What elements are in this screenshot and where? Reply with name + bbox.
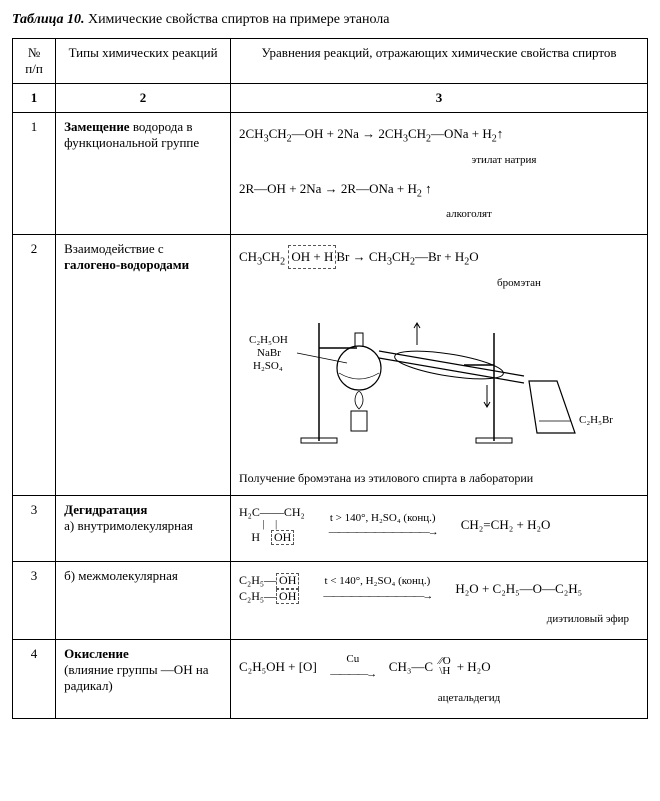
reaction-arrow: t < 140°, H₂SO₄ (конц.) ———————————→ bbox=[307, 572, 447, 605]
apparatus-diagram: C₂H₅OH NaBr H₂SO₄ bbox=[239, 303, 639, 460]
table-title: Таблица 10. Химические свойства спиртов … bbox=[12, 12, 648, 28]
table-row: 3 Дегидратация а) внутримолекулярная H₂C… bbox=[13, 495, 648, 561]
reagent-label: C₂H₅OH bbox=[249, 334, 288, 346]
equation: C₂H₅OH + [O] Cu ————→ CH₃—C ⁄⁄O \H + H₂O bbox=[239, 650, 639, 683]
equation: 2CH3CH2—OH + 2Na → 2CH3CH2—ONa + H2↑ bbox=[239, 123, 639, 148]
reagent-label: NaBr bbox=[257, 347, 281, 359]
row-n: 4 bbox=[13, 640, 56, 718]
product-label: бромэтан bbox=[497, 274, 541, 293]
table-row: 3 б) межмолекулярная C₂H₅—OH C₂H₅—OH t <… bbox=[13, 561, 648, 639]
row-equations: C₂H₅—OH C₂H₅—OH t < 140°, H₂SO₄ (конц.) … bbox=[231, 561, 648, 639]
product-label: диэтиловый эфир bbox=[547, 610, 629, 629]
row-n: 2 bbox=[13, 235, 56, 495]
equation: CH3CH2 OH + HBr → CH3CH2—Br + H2O bbox=[239, 245, 639, 271]
product-label: алкоголят bbox=[446, 205, 492, 224]
numrow-3: 3 bbox=[231, 84, 648, 113]
header-col-eq: Уравнения реакций, отражающих химические… bbox=[231, 39, 648, 84]
row-type: б) межмолекулярная bbox=[56, 561, 231, 639]
structural-formula: C₂H₅—OH C₂H₅—OH bbox=[239, 573, 299, 603]
row-type: Окисление (влияние группы —OH на радикал… bbox=[56, 640, 231, 718]
equation: 2R—OH + 2Na → 2R—ONa + H2 ↑ bbox=[239, 178, 639, 203]
product-label: C₂H₅Br bbox=[579, 414, 613, 426]
row-equations: C₂H₅OH + [O] Cu ————→ CH₃—C ⁄⁄O \H + H₂O… bbox=[231, 640, 648, 718]
table-num-row: 1 2 3 bbox=[13, 84, 648, 113]
aldehyde-group: ⁄⁄O \H bbox=[439, 657, 451, 677]
numrow-2: 2 bbox=[56, 84, 231, 113]
table-row: 4 Окисление (влияние группы —OH на радик… bbox=[13, 640, 648, 718]
row-n: 3 bbox=[13, 495, 56, 561]
product-label: этилат натрия bbox=[472, 151, 537, 170]
row-n: 3 bbox=[13, 561, 56, 639]
structural-formula: H₂C——CH₂ | | H OH bbox=[239, 506, 305, 545]
reaction-arrow: Cu ————→ bbox=[323, 650, 383, 683]
row-n: 1 bbox=[13, 113, 56, 235]
table-row: 2 Взаимодействие с галогено-водородами C… bbox=[13, 235, 648, 495]
reagent-label: H₂SO₄ bbox=[253, 360, 283, 372]
header-col-type: Типы химических реакций bbox=[56, 39, 231, 84]
apparatus-svg: C₂H₅OH NaBr H₂SO₄ bbox=[239, 303, 639, 453]
title-rest: Химические свойства спиртов на примере э… bbox=[84, 12, 389, 27]
equation: C₂H₅—OH C₂H₅—OH t < 140°, H₂SO₄ (конц.) … bbox=[239, 572, 639, 605]
row-type: Замещение водорода в функциональной груп… bbox=[56, 113, 231, 235]
table-row: 1 Замещение водорода в функциональной гр… bbox=[13, 113, 648, 235]
row-type: Взаимодействие с галогено-водородами bbox=[56, 235, 231, 495]
product-label: ацетальдегид bbox=[438, 689, 501, 708]
row-type: Дегидратация а) внутримолекулярная bbox=[56, 495, 231, 561]
table-header-row: № п/п Типы химических реакций Уравнения … bbox=[13, 39, 648, 84]
reaction-arrow: t > 140°, H₂SO₄ (конц.) ———————————→ bbox=[313, 509, 453, 542]
row-equations: H₂C——CH₂ | | H OH t > 140°, H₂SO₄ (конц.… bbox=[231, 495, 648, 561]
row-equations: CH3CH2 OH + HBr → CH3CH2—Br + H2O бромэт… bbox=[231, 235, 648, 495]
row-equations: 2CH3CH2—OH + 2Na → 2CH3CH2—ONa + H2↑ эти… bbox=[231, 113, 648, 235]
title-prefix: Таблица 10. bbox=[12, 12, 84, 27]
numrow-1: 1 bbox=[13, 84, 56, 113]
diagram-caption: Получение бромэтана из этилового спирта … bbox=[239, 468, 639, 488]
header-col-n: № п/п bbox=[13, 39, 56, 84]
equation: H₂C——CH₂ | | H OH t > 140°, H₂SO₄ (конц.… bbox=[239, 506, 639, 545]
chemistry-table: № п/п Типы химических реакций Уравнения … bbox=[12, 38, 648, 719]
